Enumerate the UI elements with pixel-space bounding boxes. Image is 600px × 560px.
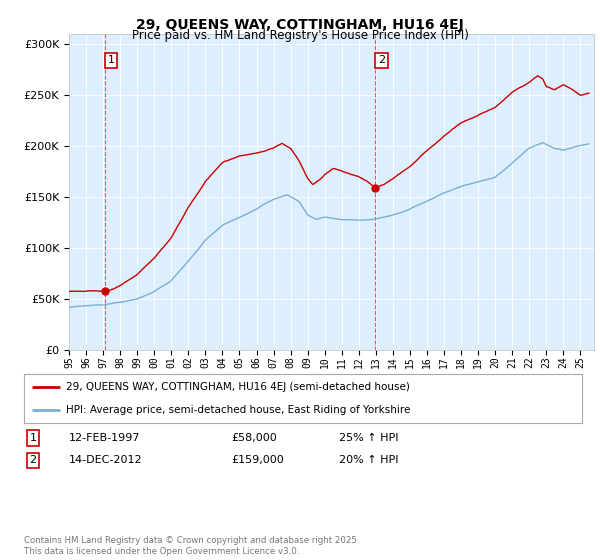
Text: 14-DEC-2012: 14-DEC-2012: [69, 455, 143, 465]
Text: 2: 2: [29, 455, 37, 465]
Text: 29, QUEENS WAY, COTTINGHAM, HU16 4EJ: 29, QUEENS WAY, COTTINGHAM, HU16 4EJ: [136, 18, 464, 32]
Text: Price paid vs. HM Land Registry's House Price Index (HPI): Price paid vs. HM Land Registry's House …: [131, 29, 469, 42]
Text: 12-FEB-1997: 12-FEB-1997: [69, 433, 140, 443]
Text: £58,000: £58,000: [231, 433, 277, 443]
Text: £159,000: £159,000: [231, 455, 284, 465]
Text: 20% ↑ HPI: 20% ↑ HPI: [339, 455, 398, 465]
Text: HPI: Average price, semi-detached house, East Riding of Yorkshire: HPI: Average price, semi-detached house,…: [66, 405, 410, 416]
Text: 25% ↑ HPI: 25% ↑ HPI: [339, 433, 398, 443]
Text: 2: 2: [377, 55, 385, 66]
Text: 1: 1: [29, 433, 37, 443]
Text: Contains HM Land Registry data © Crown copyright and database right 2025.
This d: Contains HM Land Registry data © Crown c…: [24, 536, 359, 556]
Text: 1: 1: [107, 55, 115, 66]
Text: 29, QUEENS WAY, COTTINGHAM, HU16 4EJ (semi-detached house): 29, QUEENS WAY, COTTINGHAM, HU16 4EJ (se…: [66, 382, 410, 392]
